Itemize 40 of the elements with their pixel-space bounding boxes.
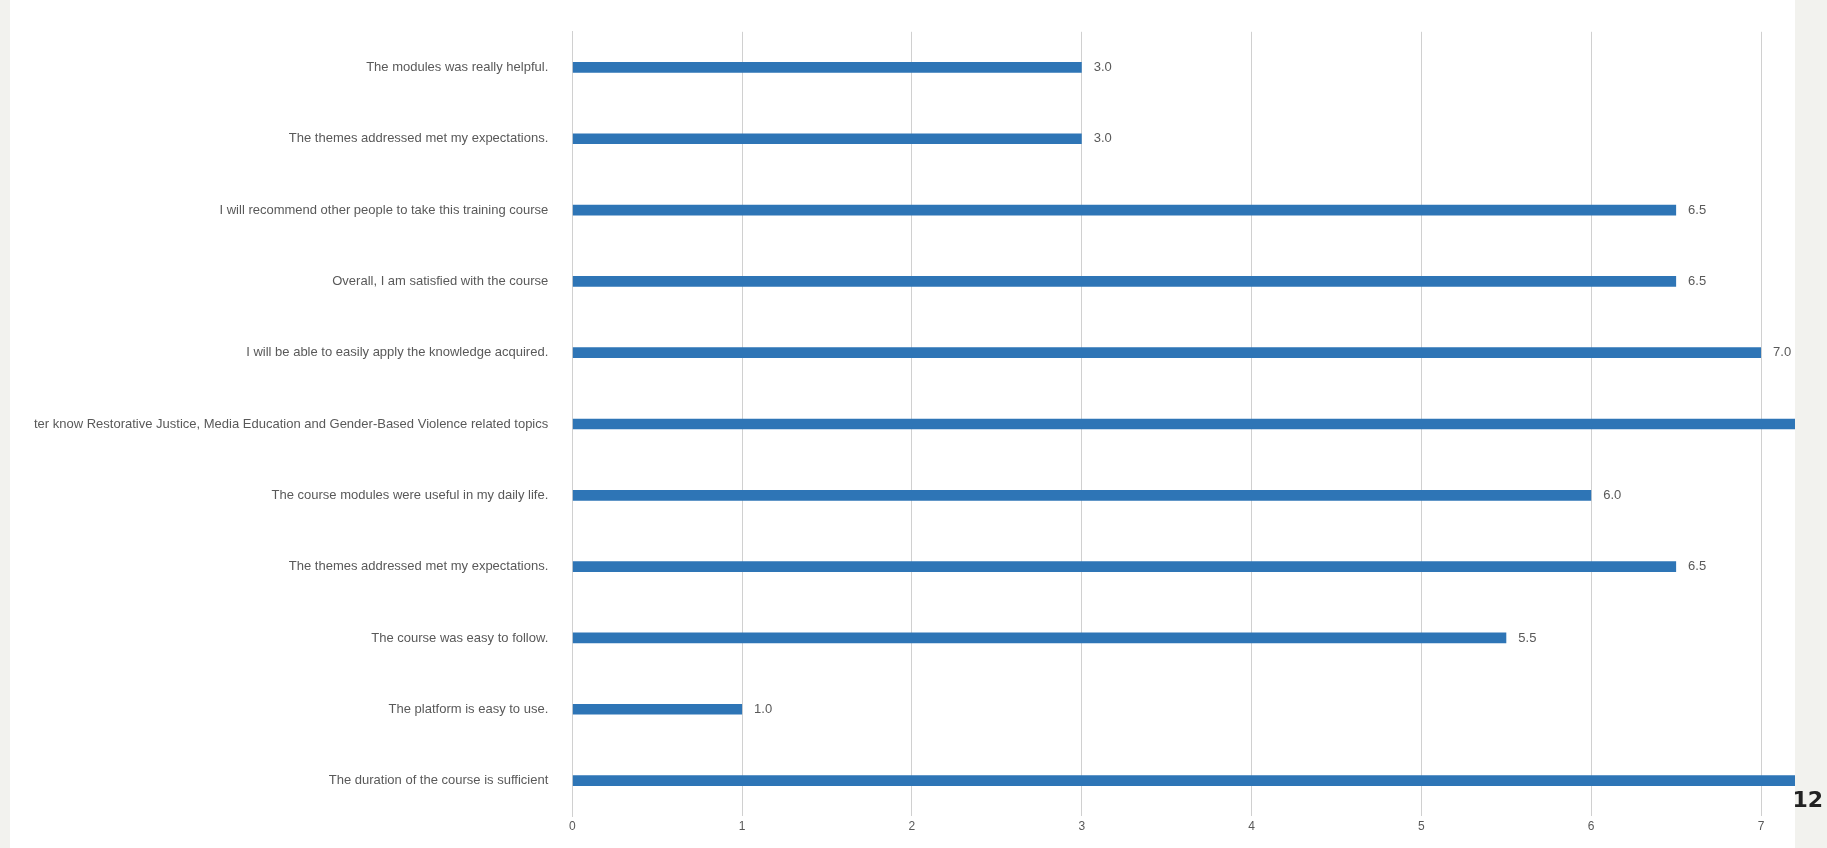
data-label: 3.0	[1093, 59, 1112, 75]
data-label: 3.0	[1093, 130, 1112, 146]
annotation: 12	[1792, 787, 1823, 812]
bar	[572, 276, 1677, 287]
bar	[572, 133, 1082, 145]
y-tick-label: The platform is easy to use.	[388, 700, 549, 716]
y-tick-label: The themes addressed met my expectations.	[288, 130, 549, 146]
y-tick-label: The duration of the course is sufficient	[328, 772, 549, 788]
bar	[572, 703, 743, 715]
bar	[572, 204, 1677, 216]
y-tick-label: The modules was really helpful.	[366, 59, 549, 75]
y-tick-label: The course modules were useful in my daily life.	[271, 486, 549, 502]
x-tick-label: 0	[568, 818, 576, 833]
bar	[572, 489, 1592, 501]
data-label: 5.5	[1518, 629, 1537, 645]
x-tick-label: 5	[1418, 818, 1426, 833]
bar	[572, 775, 1795, 786]
y-tick-label: Overall, I am satisfied with the course	[332, 272, 549, 288]
y-tick-label: ter know Restorative Justice, Media Education and Gender-Based Violence related topics	[33, 415, 549, 431]
data-label: 6.5	[1688, 558, 1707, 574]
x-tick-label: 6	[1587, 818, 1595, 833]
bar	[572, 418, 1795, 430]
data-label: 7.0	[1773, 344, 1792, 360]
x-tick-label: 2	[908, 818, 916, 833]
x-tick-label: 1	[738, 818, 746, 833]
bar	[572, 561, 1677, 572]
y-tick-label: The course was easy to follow.	[371, 629, 549, 645]
bar	[572, 632, 1507, 644]
data-label: 6.0	[1603, 486, 1622, 502]
y-tick-label: The themes addressed met my expectations.	[288, 558, 549, 574]
x-tick-label: 3	[1078, 818, 1086, 833]
x-tick-label: 4	[1248, 818, 1256, 833]
data-label: 6.5	[1688, 272, 1707, 288]
bar	[572, 62, 1082, 73]
x-tick-label: 7	[1757, 818, 1765, 833]
bar	[572, 347, 1762, 359]
data-label: 6.5	[1688, 201, 1707, 217]
data-label: 1.0	[754, 700, 773, 716]
y-tick-label: I will be able to easily apply the knowledge acquired.	[246, 344, 549, 360]
y-tick-label: I will recommend other people to take this training course	[219, 201, 549, 217]
